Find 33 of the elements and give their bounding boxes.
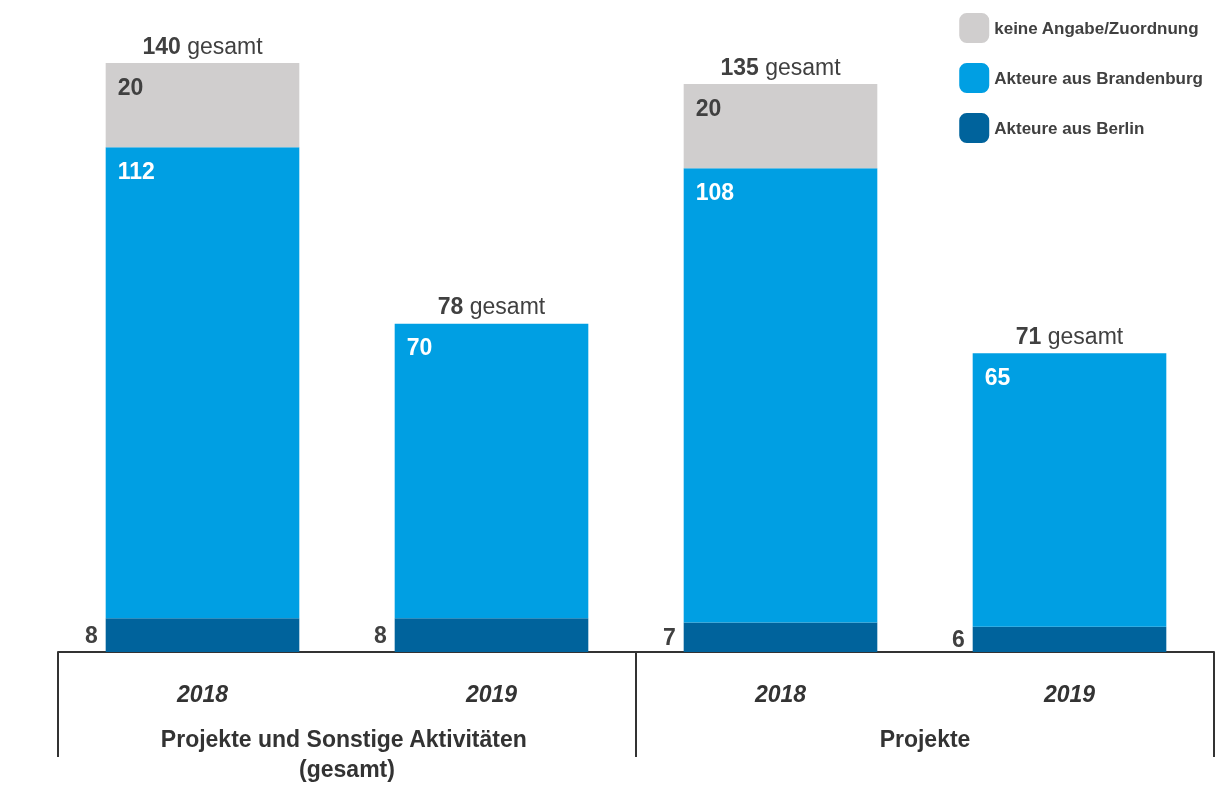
x-tick-label: 2019	[1042, 680, 1096, 707]
bar	[394, 618, 589, 652]
legend-label: Akteure aus Brandenburg	[994, 68, 1203, 88]
bar	[394, 323, 589, 619]
legend-label: Akteure aus Berlin	[994, 118, 1145, 138]
total-label: 135 gesamt	[720, 53, 842, 80]
x-tick-label: 2019	[464, 680, 518, 707]
x-tick-label: 2018	[175, 680, 229, 707]
data-label: 20	[695, 94, 722, 121]
data-label: 7	[662, 624, 676, 651]
bar	[683, 168, 878, 623]
bar	[105, 147, 300, 619]
bar	[105, 618, 300, 652]
text: Projekte	[879, 726, 971, 752]
data-label: 70	[406, 334, 433, 361]
data-label: 8	[373, 622, 387, 649]
data-label: 8	[84, 622, 98, 649]
x-tick-label: 2018	[753, 680, 807, 707]
data-label: 6	[951, 626, 965, 653]
data-label: 108	[695, 178, 735, 205]
total-label: 140 gesamt	[142, 32, 264, 59]
data-label: 20	[117, 73, 144, 100]
data-label: 112	[117, 157, 155, 184]
legend-label: keine Angabe/Zuordnung	[994, 18, 1199, 38]
total-label: 78 gesamt	[437, 293, 546, 320]
bar	[105, 63, 300, 148]
text: Projekte und Sonstige Aktivitäten (gesamt)	[160, 726, 534, 782]
bar	[972, 626, 1167, 652]
bar	[972, 353, 1167, 627]
bar	[683, 622, 878, 652]
total-label: 71 gesamt	[1015, 322, 1124, 349]
data-label: 65	[984, 363, 1011, 390]
bar	[683, 84, 878, 169]
